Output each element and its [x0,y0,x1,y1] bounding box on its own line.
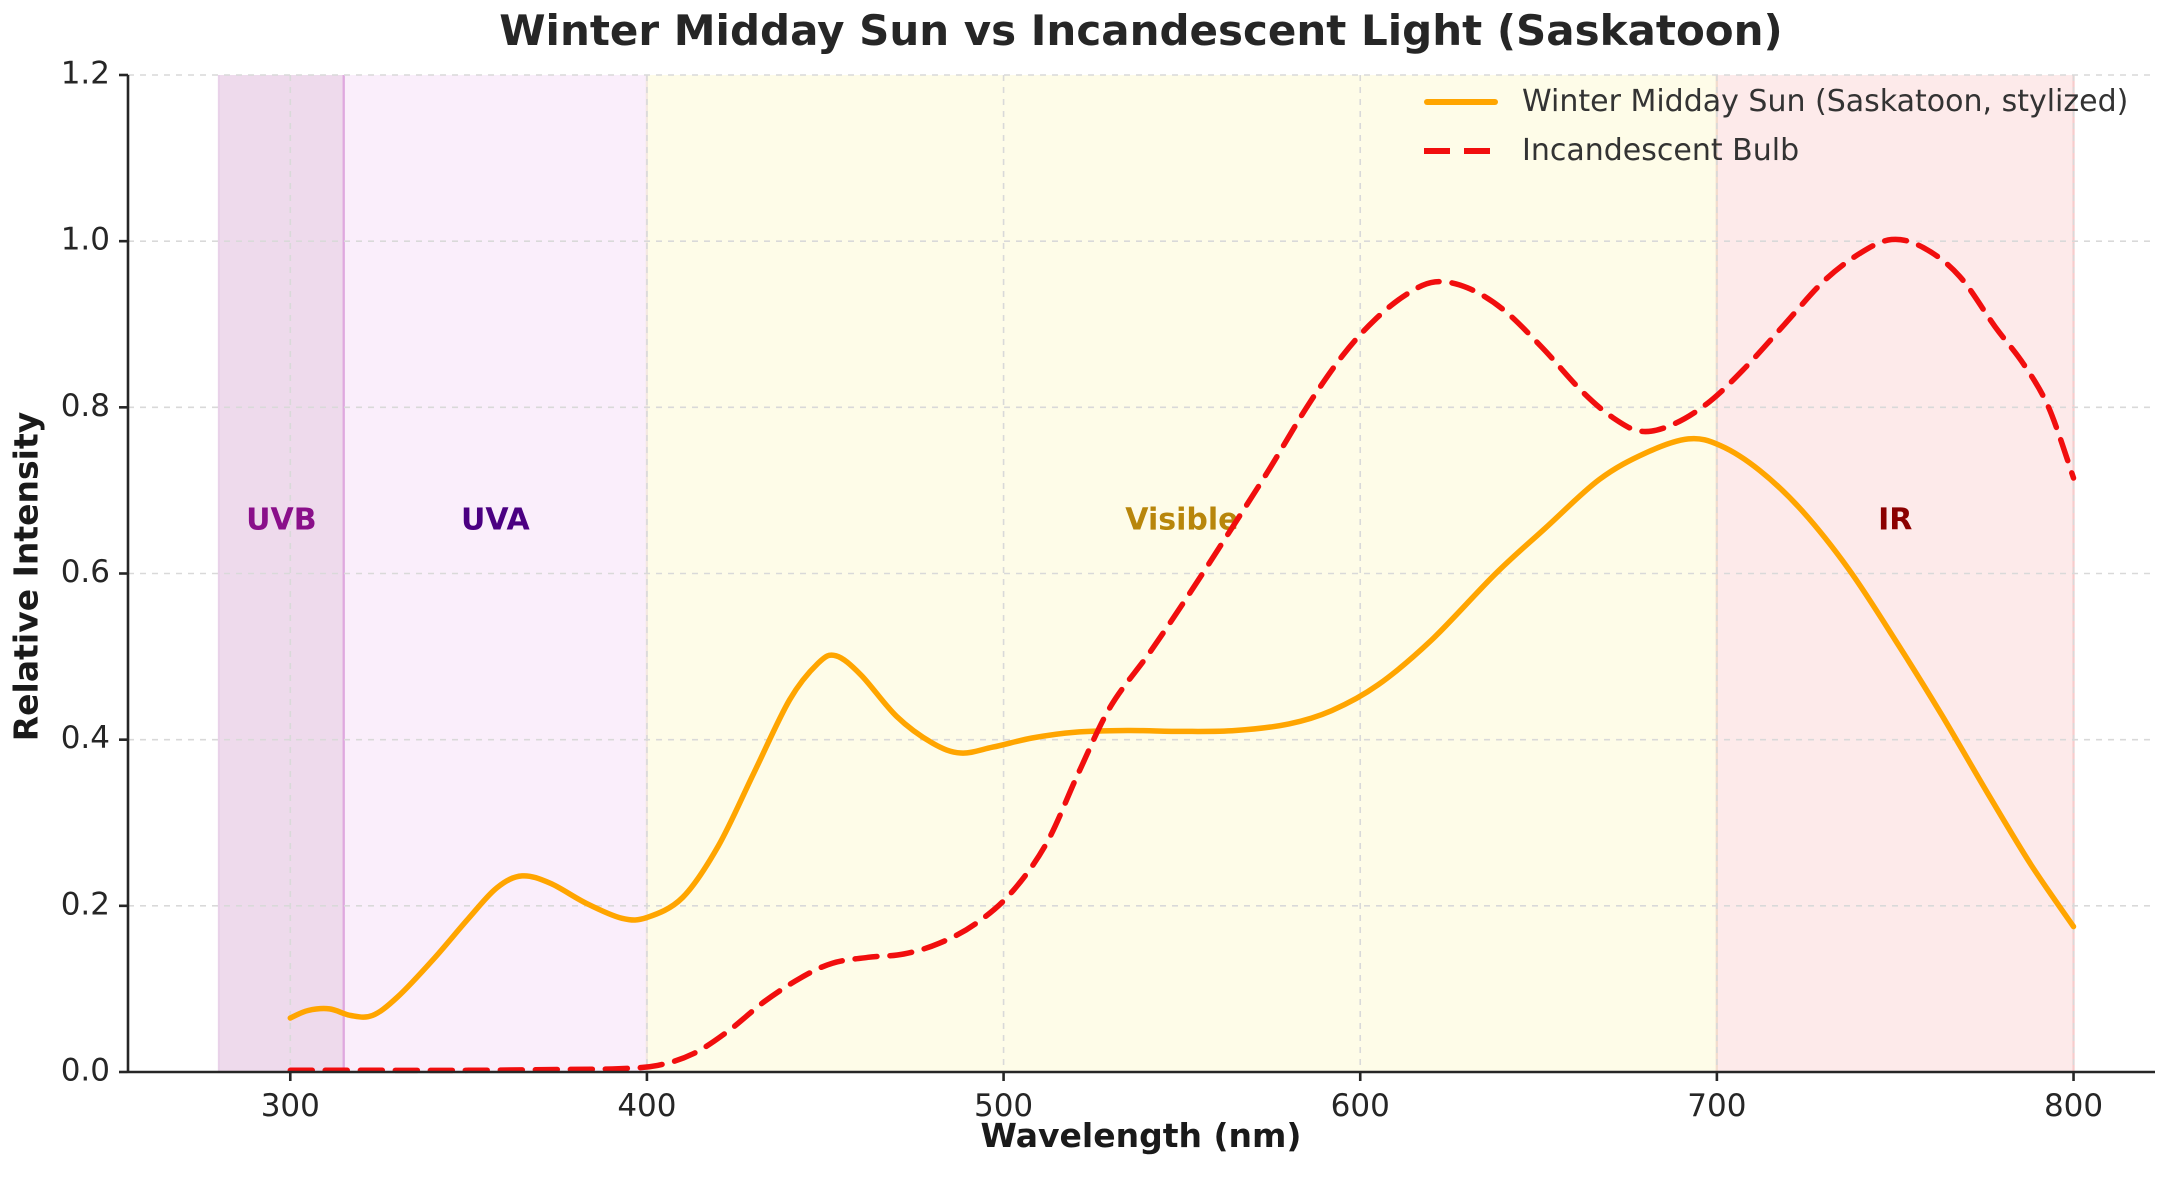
y-tick-label: 0.0 [61,1053,110,1089]
series-line-bulb [287,236,2077,1074]
x-tick-label: 400 [617,1088,676,1124]
region-label-uva: UVA [461,503,531,538]
region-label-uvb: UVB [246,503,316,538]
y-tick-label: 1.2 [61,56,110,92]
x-tick-label: 800 [2044,1088,2103,1124]
series-line-sun [287,435,2077,1021]
sun-line-swatch [1424,98,1498,105]
x-tick-label: 700 [1687,1088,1746,1124]
legend: Winter Midday Sun (Saskatoon, stylized) … [1424,84,2128,168]
x-tick-label: 300 [261,1088,320,1124]
x-tick-label: 600 [1331,1088,1390,1124]
region-label-ir: IR [1878,503,1912,538]
y-tick-label: 1.0 [61,222,110,258]
bulb-line-swatch [1424,147,1498,154]
y-tick-label: 0.6 [61,554,110,590]
chart-title: Winter Midday Sun vs Incandescent Light … [499,6,1783,55]
y-tick-label: 0.8 [61,388,110,424]
region-label-visible: Visible [1125,503,1238,538]
legend-item-sun: Winter Midday Sun (Saskatoon, stylized) [1424,84,2128,119]
y-tick-label: 0.2 [61,886,110,922]
x-axis-label: Wavelength (nm) [980,1116,1302,1155]
x-tick-label: 500 [974,1088,1033,1124]
y-tick-label: 0.4 [61,720,110,756]
legend-item-bulb: Incandescent Bulb [1424,133,2128,168]
legend-label-bulb: Incandescent Bulb [1522,133,1800,168]
legend-label-sun: Winter Midday Sun (Saskatoon, stylized) [1522,84,2129,119]
